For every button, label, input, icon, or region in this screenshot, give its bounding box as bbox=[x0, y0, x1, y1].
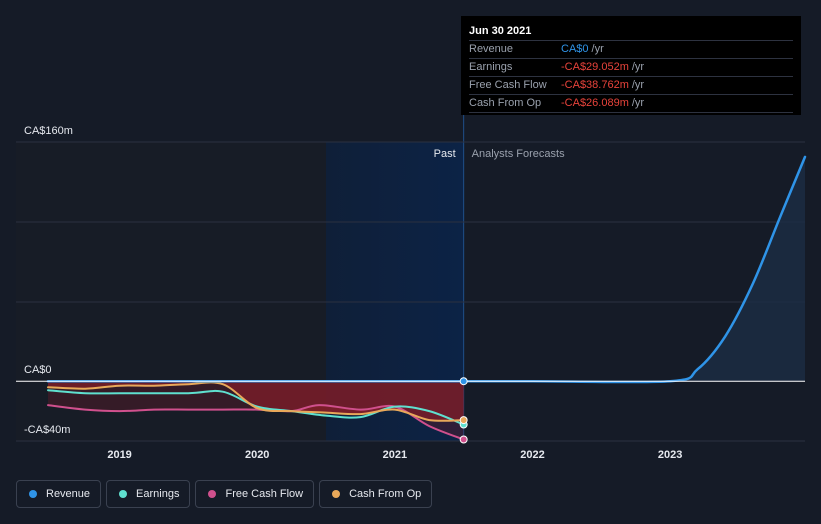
legend-label: Revenue bbox=[46, 488, 91, 500]
legend-item-earnings[interactable]: Earnings bbox=[106, 480, 191, 508]
gridlines bbox=[16, 141, 805, 442]
tooltip-unit: /yr bbox=[591, 43, 604, 55]
tooltip: Jun 30 2021 Revenue CA$0 /yr Earnings -C… bbox=[461, 16, 801, 115]
revenue-marker bbox=[459, 377, 468, 386]
tooltip-label: Revenue bbox=[469, 43, 514, 55]
loss-area bbox=[48, 381, 464, 421]
tooltip-row-revenue: Revenue CA$0 /yr bbox=[469, 40, 793, 58]
legend-item-cash-from-op[interactable]: Cash From Op bbox=[319, 480, 433, 508]
tooltip-row-free-cash-flow: Free Cash Flow -CA$38.762m /yr bbox=[469, 76, 793, 94]
chart-background bbox=[16, 16, 465, 441]
tooltip-value: -CA$26.089m bbox=[561, 97, 629, 109]
series-lines bbox=[16, 155, 807, 444]
x-axis-tick-label: 2019 bbox=[107, 449, 131, 461]
x-axis-tick-label: 2023 bbox=[658, 449, 682, 461]
legend-label: Cash From Op bbox=[349, 488, 422, 500]
tooltip-value: CA$0 bbox=[561, 43, 589, 55]
fcf-area bbox=[48, 381, 464, 440]
y-axis-tick-label: -CA$40m bbox=[24, 424, 70, 436]
tooltip-unit: /yr bbox=[631, 61, 645, 73]
legend-dot-icon bbox=[119, 490, 128, 498]
tooltip-row-cash-from-op: Cash From Op -CA$26.089m /yr bbox=[469, 94, 793, 113]
forecast-label: Analysts Forecasts bbox=[472, 148, 565, 160]
tooltip-label: Earnings bbox=[469, 61, 513, 73]
past-label: Past bbox=[434, 148, 456, 160]
revenue-area bbox=[48, 156, 805, 383]
tooltip-date: Jun 30 2021 bbox=[469, 25, 532, 37]
legend-item-revenue[interactable]: Revenue bbox=[16, 480, 102, 508]
tooltip-label: Free Cash Flow bbox=[469, 79, 547, 91]
tooltip-value: -CA$29.052m bbox=[561, 61, 629, 73]
earnings-line bbox=[47, 389, 465, 426]
axis-labels: CA$160m CA$0 -CA$40m 2019 2020 2021 2022 2023 Pa… bbox=[24, 125, 682, 461]
legend-item-free-cash-flow[interactable]: Free Cash Flow bbox=[195, 480, 315, 508]
legend-label: Earnings bbox=[136, 488, 180, 500]
x-axis-tick-label: 2021 bbox=[383, 449, 407, 461]
tooltip-value: -CA$38.762m bbox=[561, 79, 629, 91]
cash-from-op-marker bbox=[459, 416, 468, 425]
y-axis-tick-label: CA$160m bbox=[24, 125, 73, 137]
free-cash-flow-marker bbox=[459, 435, 468, 444]
legend-label: Free Cash Flow bbox=[225, 488, 304, 500]
legend-dot-icon bbox=[208, 490, 217, 498]
tooltip-unit: /yr bbox=[631, 97, 645, 109]
x-axis-tick-label: 2020 bbox=[245, 449, 269, 461]
series-areas bbox=[48, 156, 805, 440]
legend: Revenue Earnings Free Cash Flow Cash Fro… bbox=[16, 480, 437, 508]
tooltip-unit: /yr bbox=[631, 79, 645, 91]
tooltip-label: Cash From Op bbox=[469, 97, 542, 109]
tooltip-row-earnings: Earnings -CA$29.052m /yr bbox=[469, 58, 793, 76]
legend-dot-icon bbox=[332, 490, 341, 498]
y-axis-tick-label: CA$0 bbox=[24, 364, 52, 376]
legend-dot-icon bbox=[29, 490, 37, 498]
cash-from-op-line bbox=[47, 381, 465, 422]
x-axis-tick-label: 2022 bbox=[520, 449, 544, 461]
